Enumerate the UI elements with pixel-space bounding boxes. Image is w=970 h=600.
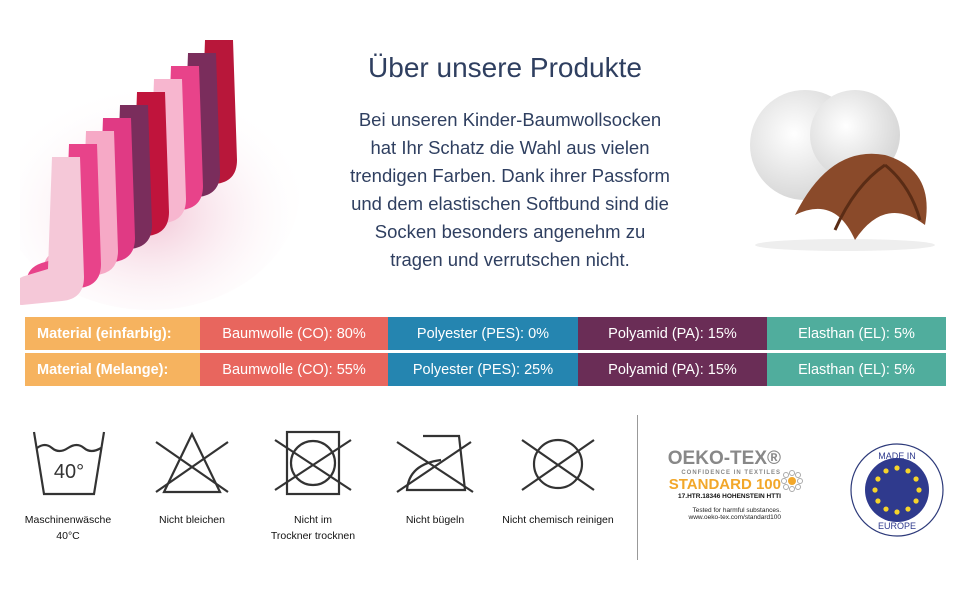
care-label: Nicht bügeln [405, 514, 465, 526]
care-no-tumble-dry: Nicht im Trockner trocknen [253, 428, 373, 544]
sock [20, 157, 84, 305]
flower-icon [781, 470, 803, 492]
description-line: und dem elastischen Softbund sind die [351, 193, 669, 214]
polyester-cell: Polyester (PES): 25% [388, 353, 578, 386]
oekotex-logo: OEKO-TEX® CONFIDENCE IN TEXTILES STANDAR… [655, 448, 805, 521]
cotton-cell: Baumwolle (CO): 55% [200, 353, 388, 386]
description-line: trendigen Farben. Dank ihrer Passform [350, 165, 670, 186]
page-title: Über unsere Produkte [368, 52, 642, 83]
no-dry-clean-icon [521, 438, 595, 491]
care-no-dry-clean: Nicht chemisch reinigen [498, 428, 618, 528]
polyester-cell: Polyester (PES): 0% [388, 317, 578, 350]
material-row-einfarbig: Material (einfarbig): Baumwolle (CO): 80… [25, 317, 946, 350]
elasthan-cell: Elasthan (EL): 5% [767, 317, 946, 350]
socks-image [20, 40, 300, 310]
no-bleach-icon [155, 431, 229, 494]
star-icon [872, 487, 878, 493]
material-label: Material (einfarbig): [25, 317, 200, 350]
care-label: Nicht bleichen [159, 514, 225, 526]
star-icon [905, 468, 911, 474]
svg-text:40°: 40° [54, 461, 84, 483]
star-icon [916, 487, 922, 493]
divider [637, 415, 638, 560]
care-label: Nicht chemisch reinigen [502, 514, 614, 526]
care-wash-40: 40° Maschinenwäsche 40°C [8, 428, 128, 544]
star-icon [883, 468, 889, 474]
material-label: Material (Melange): [25, 353, 200, 386]
product-description: Bei unseren Kinder-Baumwollsocken hat Ih… [300, 106, 720, 274]
no-iron-icon [396, 434, 474, 493]
description-line: Bei unseren Kinder-Baumwollsocken [358, 109, 662, 130]
star-icon [894, 509, 900, 515]
star-icon [883, 506, 889, 512]
material-row-melange: Material (Melange): Baumwolle (CO): 55% … [25, 353, 946, 386]
care-label: Trockner trocknen [270, 530, 356, 542]
star-icon [913, 476, 919, 482]
wash-40-icon: 40° [32, 431, 106, 496]
no-tumble-dry-icon [274, 430, 352, 496]
description-line: tragen und verrutschen nicht. [390, 249, 630, 270]
star-icon [913, 498, 919, 504]
star-icon [894, 465, 900, 471]
description-line: hat Ihr Schatz die Wahl aus vielen [370, 137, 650, 158]
star-icon [905, 506, 911, 512]
care-label: 40°C [56, 530, 80, 542]
europe-text: EUROPE [877, 521, 916, 531]
star-icon [875, 476, 881, 482]
care-no-iron: Nicht bügeln [375, 428, 495, 528]
cotton-image [750, 90, 935, 251]
cotton-cell: Baumwolle (CO): 80% [200, 317, 388, 350]
made-in-europe-badge: MADE IN EUROPE [849, 442, 945, 538]
made-in-text: MADE IN [878, 451, 916, 461]
polyamid-cell: Polyamid (PA): 15% [578, 317, 767, 350]
star-icon [875, 498, 881, 504]
care-no-bleach: Nicht bleichen [132, 428, 252, 528]
care-label: Nicht im [294, 514, 332, 526]
care-label: Maschinenwäsche [24, 514, 112, 526]
eu-flag-icon [850, 443, 944, 537]
description-line: Socken besonders angenehm zu [374, 221, 646, 242]
polyamid-cell: Polyamid (PA): 15% [578, 353, 767, 386]
elasthan-cell: Elasthan (EL): 5% [767, 353, 946, 386]
